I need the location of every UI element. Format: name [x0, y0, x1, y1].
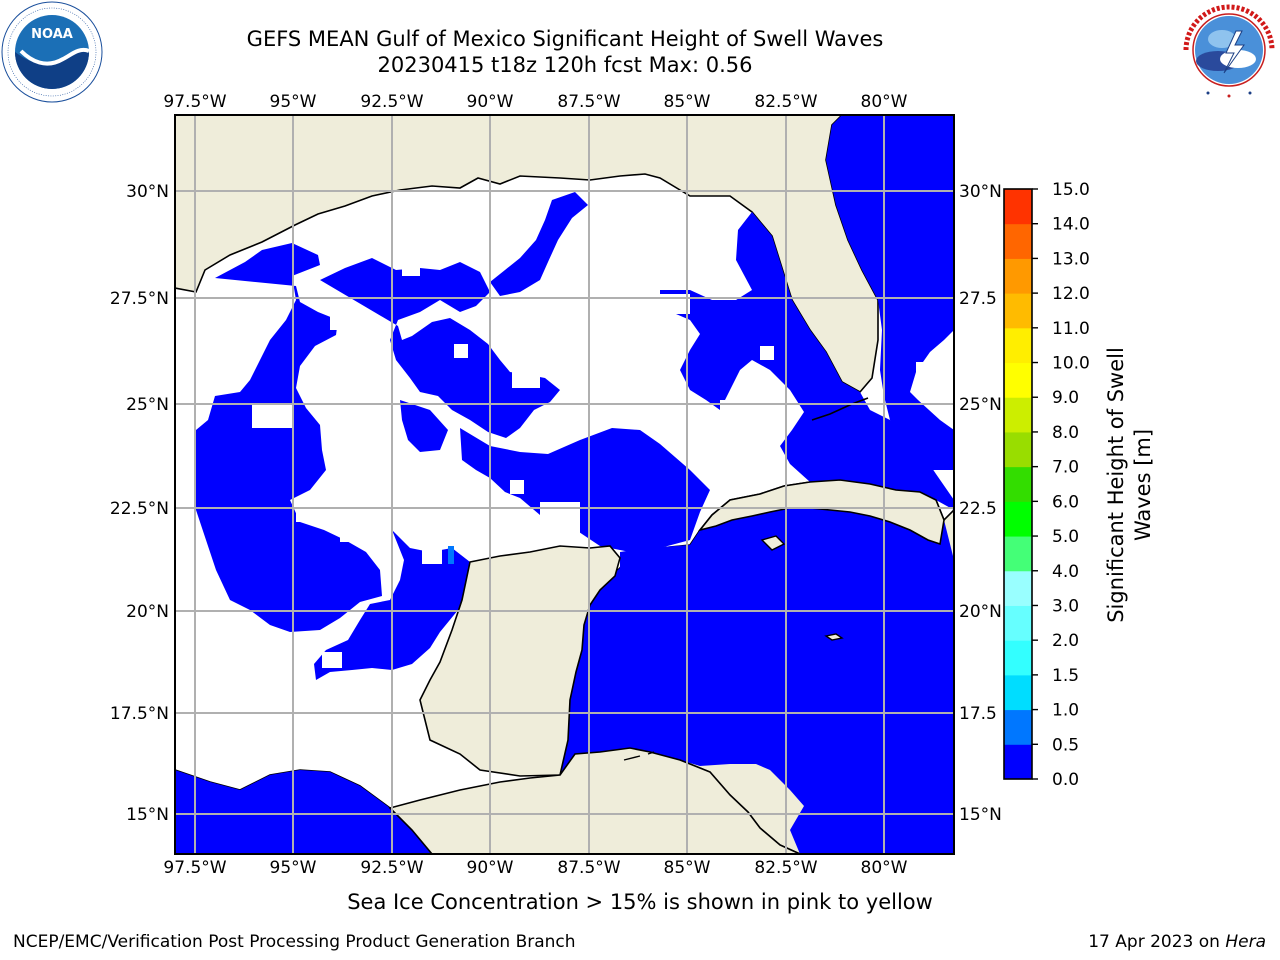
lon-tick-bottom: 82.5°W [754, 858, 817, 878]
colorbar-segment [1004, 258, 1032, 294]
colorbar-segment [1004, 431, 1032, 468]
map-gridlines [175, 115, 954, 854]
colorbar-tick-label: 10.0 [1052, 354, 1090, 374]
colorbar-tick-label: 11.0 [1052, 319, 1090, 339]
colorbar-frame [1003, 188, 1033, 780]
lat-tick-right: 27.5 [959, 289, 997, 309]
lat-tick-left: 30°N [126, 182, 169, 202]
colorbar-tick-label: 1.5 [1052, 666, 1079, 686]
lon-tick-bottom: 95°W [270, 858, 317, 878]
colorbar-tick-label: 8.0 [1052, 423, 1079, 443]
lon-tick-bottom: 87.5°W [557, 858, 620, 878]
lat-tick-left: 17.5°N [110, 704, 169, 724]
colorbar-tick-label: 0.0 [1052, 770, 1079, 790]
lon-tick-top: 92.5°W [360, 92, 423, 112]
swell-no-data-cells [252, 212, 954, 668]
colorbar-label-line1: Significant Height of Swell [1104, 347, 1128, 623]
florida-keys [811, 397, 869, 421]
credit-host: Hera [1225, 932, 1266, 952]
colorbar-label-line2: Waves [m] [1131, 429, 1155, 541]
colorbar-segment [1004, 293, 1032, 329]
colorbar-segment [1004, 674, 1032, 711]
lon-labels-bottom: 97.5°W 95°W 92.5°W 90°W 87.5°W 85°W 82.5… [163, 858, 907, 878]
credit-branch: NCEP/EMC/Verification Post Processing Pr… [13, 932, 576, 952]
colorbar-segment [1004, 189, 1032, 225]
colorbar-tick-label: 4.0 [1052, 562, 1079, 582]
lon-tick-bottom: 90°W [467, 858, 514, 878]
colorbar-tick-label: 1.0 [1052, 701, 1079, 721]
lon-tick-bottom: 97.5°W [163, 858, 226, 878]
lon-tick-bottom: 92.5°W [360, 858, 423, 878]
lat-tick-right: 30°N [959, 182, 1002, 202]
lon-tick-top: 82.5°W [754, 92, 817, 112]
credit-date: 17 Apr 2023 on Hera [1088, 932, 1266, 952]
lat-tick-right: 15°N [959, 805, 1002, 825]
central-america-landmass [388, 747, 801, 854]
chart-subtitle: 20230415 t18z 120h fcst Max: 0.56 [377, 53, 753, 77]
colorbar: 0.0 0.5 1.0 1.5 2.0 3.0 4.0 5.0 6.0 7.0 8.0 9.0 10.0… [1003, 180, 1090, 790]
colorbar-tick-label: 7.0 [1052, 458, 1079, 478]
lat-tick-right: 22.5 [959, 499, 997, 519]
colorbar-segment [1004, 640, 1032, 676]
lon-tick-top: 87.5°W [557, 92, 620, 112]
colorbar-tick-label: 12.0 [1052, 284, 1090, 304]
colorbar-segment [1004, 397, 1032, 433]
lon-tick-top: 80°W [861, 92, 908, 112]
lon-tick-top: 97.5°W [163, 92, 226, 112]
lat-tick-left: 25°N [126, 395, 169, 415]
lat-tick-left: 22.5°N [110, 499, 169, 519]
colorbar-segment [1004, 709, 1032, 745]
isla-de-la-juventud [760, 535, 786, 551]
colorbar-tick-label: 14.0 [1052, 215, 1090, 235]
swell-field-low [175, 115, 954, 854]
colorbar-tick-label: 2.0 [1052, 631, 1079, 651]
swell-cell-medium [448, 546, 454, 564]
colorbar-segment [1004, 362, 1032, 398]
colorbar-tick-label: 3.0 [1052, 596, 1079, 616]
colorbar-segment [1004, 223, 1032, 259]
sea-ice-note: Sea Ice Concentration > 15% is shown in … [347, 890, 933, 914]
colorbar-tick-label: 15.0 [1052, 180, 1090, 200]
lat-tick-right: 17.5 [959, 704, 997, 724]
lat-labels-right: 30°N 27.5 25°N 22.5 20°N 17.5 15°N [959, 182, 1002, 825]
colorbar-segment [1004, 466, 1032, 502]
jamaica-island [824, 633, 844, 641]
lon-tick-bottom: 85°W [664, 858, 711, 878]
lon-tick-top: 95°W [270, 92, 317, 112]
noaa-logo-icon: NOAA [1, 1, 103, 103]
credit-date-text: 17 Apr 2023 on [1088, 932, 1226, 952]
lat-tick-left: 20°N [126, 602, 169, 622]
lon-labels-top: 97.5°W 95°W 92.5°W 90°W 87.5°W 85°W 82.5… [163, 92, 907, 112]
lat-labels-left: 30°N 27.5°N 25°N 22.5°N 20°N 17.5°N 15°N [110, 182, 169, 825]
colorbar-segment [1004, 501, 1032, 537]
lon-tick-top: 90°W [467, 92, 514, 112]
colorbar-segment [1004, 327, 1032, 364]
nws-logo-icon [1181, 2, 1277, 98]
colorbar-segment [1004, 605, 1032, 641]
lat-tick-left: 15°N [126, 805, 169, 825]
lon-tick-top: 85°W [664, 92, 711, 112]
colorbar-segment [1004, 536, 1032, 572]
lon-tick-bottom: 80°W [861, 858, 908, 878]
chart-title: GEFS MEAN Gulf of Mexico Significant Hei… [246, 27, 884, 51]
svg-text:NOAA: NOAA [31, 27, 73, 42]
lat-tick-right: 20°N [959, 602, 1002, 622]
colorbar-tick-label: 13.0 [1052, 249, 1090, 269]
colorbar-segment [1004, 744, 1032, 780]
colorbar-tick-label: 9.0 [1052, 388, 1079, 408]
colorbar-tick-label: 6.0 [1052, 492, 1079, 512]
yucatan-landmass [419, 545, 621, 777]
colorbar-tick-label: 5.0 [1052, 527, 1079, 547]
map-frame [174, 114, 955, 855]
bay-islands [623, 751, 655, 761]
lat-tick-left: 27.5°N [110, 289, 169, 309]
colorbar-tick-label: 0.5 [1052, 735, 1079, 755]
colorbar-segment [1004, 570, 1032, 606]
lat-tick-right: 25°N [959, 395, 1002, 415]
